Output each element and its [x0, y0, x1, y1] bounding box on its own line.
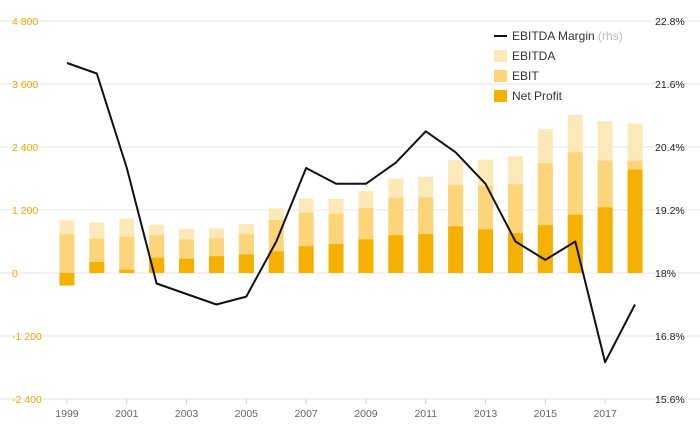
left-tick-label: 3 600 [12, 79, 38, 91]
legend-swatch-ebitda [494, 50, 507, 62]
x-tick-label: 2013 [474, 408, 498, 420]
net-profit-bar [179, 258, 195, 273]
net-profit-bar [59, 273, 75, 286]
x-tick-label: 2017 [593, 408, 617, 420]
ebit-bar [59, 234, 75, 273]
right-tick-label: 20.4% [655, 142, 685, 154]
legend-label: Net Profit [512, 89, 563, 103]
legend: EBITDA Margin (rhs) EBITDA EBIT Net Profit [494, 29, 623, 103]
grid-lines [0, 20, 700, 400]
ebit-bar [119, 236, 135, 273]
x-tick-label: 2001 [115, 408, 139, 420]
bars-group [59, 114, 643, 286]
x-tick-label: 2005 [235, 408, 259, 420]
x-tick-label: 1999 [55, 408, 79, 420]
left-tick-label: 0 [12, 268, 18, 280]
net-profit-bar [268, 251, 284, 273]
legend-label: EBITDA [512, 49, 555, 63]
net-profit-bar [627, 169, 643, 273]
right-axis: 15.6% 16.8% 18% 19.2% 20.4% 21.6% 22.8% [655, 16, 685, 406]
net-profit-bar [597, 207, 613, 273]
legend-label: EBITDA Margin (rhs) [512, 29, 623, 43]
right-tick-label: 19.2% [655, 205, 685, 217]
right-tick-label: 21.6% [655, 79, 685, 91]
left-tick-label: 2 400 [12, 142, 38, 154]
right-tick-label: 16.8% [655, 331, 685, 343]
x-tick-label: 2011 [414, 408, 437, 420]
legend-swatch-net-profit [494, 90, 507, 102]
ebitda-margin-line [66, 62, 636, 364]
left-tick-label: 1 200 [12, 205, 38, 217]
left-tick-label: -2 400 [12, 394, 42, 406]
net-profit-bar [119, 269, 135, 273]
x-tick-label: 2015 [534, 408, 558, 420]
left-axis: -2 400 -1 200 0 1 200 2 400 3 600 4 800 [12, 16, 42, 406]
net-profit-bar [448, 226, 464, 273]
net-profit-bar [388, 235, 404, 273]
margin-line-group [66, 62, 636, 364]
net-profit-bar [89, 261, 105, 273]
net-profit-bar [238, 254, 254, 273]
legend-label: EBIT [512, 69, 539, 83]
net-profit-bar [478, 229, 494, 273]
net-profit-bar [328, 244, 344, 273]
net-profit-bar [418, 234, 434, 273]
right-tick-label: 18% [655, 268, 676, 280]
net-profit-bar [298, 246, 314, 273]
net-profit-bar [507, 233, 523, 273]
right-tick-label: 15.6% [655, 394, 685, 406]
left-tick-label: -1 200 [12, 331, 42, 343]
net-profit-bar [208, 256, 224, 273]
right-tick-label: 22.8% [655, 16, 685, 28]
x-tick-label: 2007 [294, 408, 318, 420]
left-tick-label: 4 800 [12, 16, 38, 28]
net-profit-bar [358, 239, 374, 273]
x-axis: 1999 2001 2003 2005 2007 2009 2011 2013 2015 2017 [55, 399, 617, 420]
net-profit-bar [537, 225, 553, 273]
x-tick-label: 2003 [175, 408, 199, 420]
legend-swatch-ebit [494, 70, 507, 82]
x-tick-label: 2009 [354, 408, 378, 420]
